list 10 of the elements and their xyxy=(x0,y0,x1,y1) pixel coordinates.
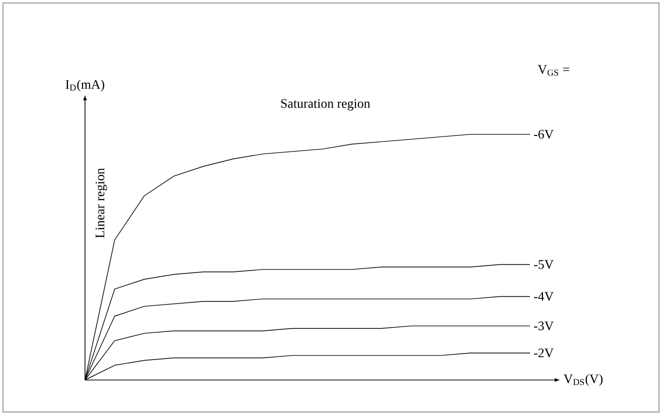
series-label: -6V xyxy=(534,130,554,139)
series-label: -3V xyxy=(534,322,554,330)
series-label: -5V xyxy=(534,260,554,269)
series-label: -2V xyxy=(534,348,554,358)
text: Saturation region xyxy=(281,99,370,111)
y-axis-title: I$_{D}$(mA) xyxy=(66,80,104,92)
annotation: Linear region xyxy=(96,168,108,238)
text: V$_{GS}$ = xyxy=(538,65,570,76)
x-axis-title: V$_{DS}$(V) xyxy=(564,374,603,386)
series-label: -4V xyxy=(534,292,554,301)
